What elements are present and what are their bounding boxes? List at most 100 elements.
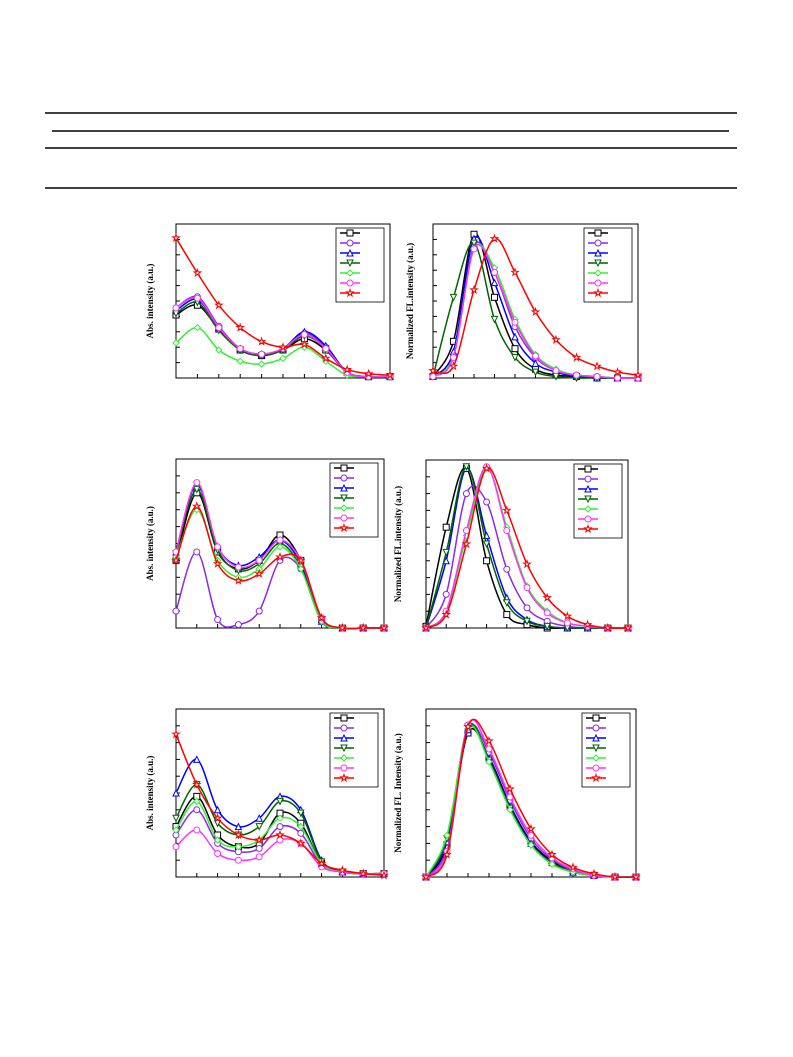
marker (631, 871, 641, 882)
marker (491, 268, 498, 276)
marker (442, 523, 450, 531)
marker (337, 622, 348, 633)
marker (234, 843, 243, 851)
marker (592, 724, 600, 732)
marker (506, 806, 514, 814)
marker (191, 779, 202, 789)
marker (172, 304, 180, 312)
marker (511, 332, 519, 341)
marker (526, 823, 536, 834)
marker (255, 853, 263, 861)
marker (346, 279, 354, 287)
marker (463, 721, 473, 731)
y-axis-label: Normalized FL.intensity (a.u.) (393, 486, 403, 602)
marker (255, 607, 263, 615)
marker (501, 505, 512, 515)
marker (255, 556, 263, 564)
curve (432, 242, 638, 379)
marker (583, 523, 593, 534)
marker (358, 622, 369, 633)
marker (193, 323, 202, 332)
marker (279, 354, 287, 363)
marker (171, 729, 181, 739)
marker (316, 612, 327, 622)
marker (531, 368, 540, 377)
legend-box (329, 712, 379, 788)
y-axis-label: Normalized FL. Intensity (a.u.) (393, 733, 403, 853)
marker (236, 345, 244, 353)
marker (258, 350, 266, 358)
marker (592, 764, 600, 772)
marker (584, 484, 592, 493)
marker (593, 373, 601, 381)
marker (255, 844, 263, 852)
marker (592, 754, 600, 762)
marker (379, 622, 389, 633)
marker (337, 865, 348, 875)
marker (340, 494, 348, 503)
marker (592, 733, 600, 742)
marker (340, 744, 348, 753)
marker (573, 371, 580, 379)
marker (470, 239, 478, 248)
marker (428, 365, 438, 375)
marker (257, 360, 266, 368)
marker (593, 287, 603, 298)
marker (442, 849, 452, 859)
marker (299, 339, 310, 349)
marker (234, 822, 243, 831)
legend-box (329, 462, 379, 538)
marker (340, 483, 348, 492)
marker (511, 353, 519, 362)
marker (448, 361, 459, 371)
marker (568, 862, 578, 872)
marker (295, 555, 306, 565)
marker (633, 369, 643, 380)
marker (506, 793, 514, 801)
marker (584, 515, 592, 523)
marker (297, 829, 305, 837)
marker (358, 868, 369, 878)
marker (297, 565, 305, 573)
marker (214, 849, 222, 857)
curve (425, 718, 637, 878)
marker (276, 836, 284, 844)
marker (462, 463, 471, 471)
marker (449, 293, 458, 302)
marker (346, 248, 354, 257)
marker (490, 278, 499, 287)
marker (340, 754, 348, 762)
marker (503, 527, 511, 535)
y-axis-label: Abs. intensity (a.u.) (145, 756, 155, 831)
marker (255, 814, 264, 822)
marker (594, 279, 602, 287)
marker (340, 733, 348, 742)
marker (470, 245, 478, 253)
marker (547, 849, 557, 859)
marker (571, 352, 582, 362)
marker (594, 259, 602, 268)
marker (342, 364, 353, 374)
marker (278, 342, 288, 352)
y-axis-label: Normalized FL.intensity (a.u.) (405, 243, 415, 359)
marker (612, 367, 623, 377)
marker (193, 548, 201, 556)
marker (300, 331, 308, 339)
marker (234, 621, 242, 629)
marker (610, 871, 620, 882)
marker (421, 871, 431, 882)
marker (523, 584, 531, 592)
marker (551, 334, 561, 344)
marker (233, 575, 244, 585)
marker (582, 619, 593, 629)
marker (483, 557, 491, 565)
marker (346, 259, 354, 268)
marker (584, 475, 592, 483)
marker (429, 373, 437, 381)
curve (175, 301, 391, 378)
marker (254, 568, 265, 579)
marker (215, 346, 223, 354)
marker (481, 463, 492, 473)
marker (193, 479, 201, 487)
marker (530, 306, 541, 317)
